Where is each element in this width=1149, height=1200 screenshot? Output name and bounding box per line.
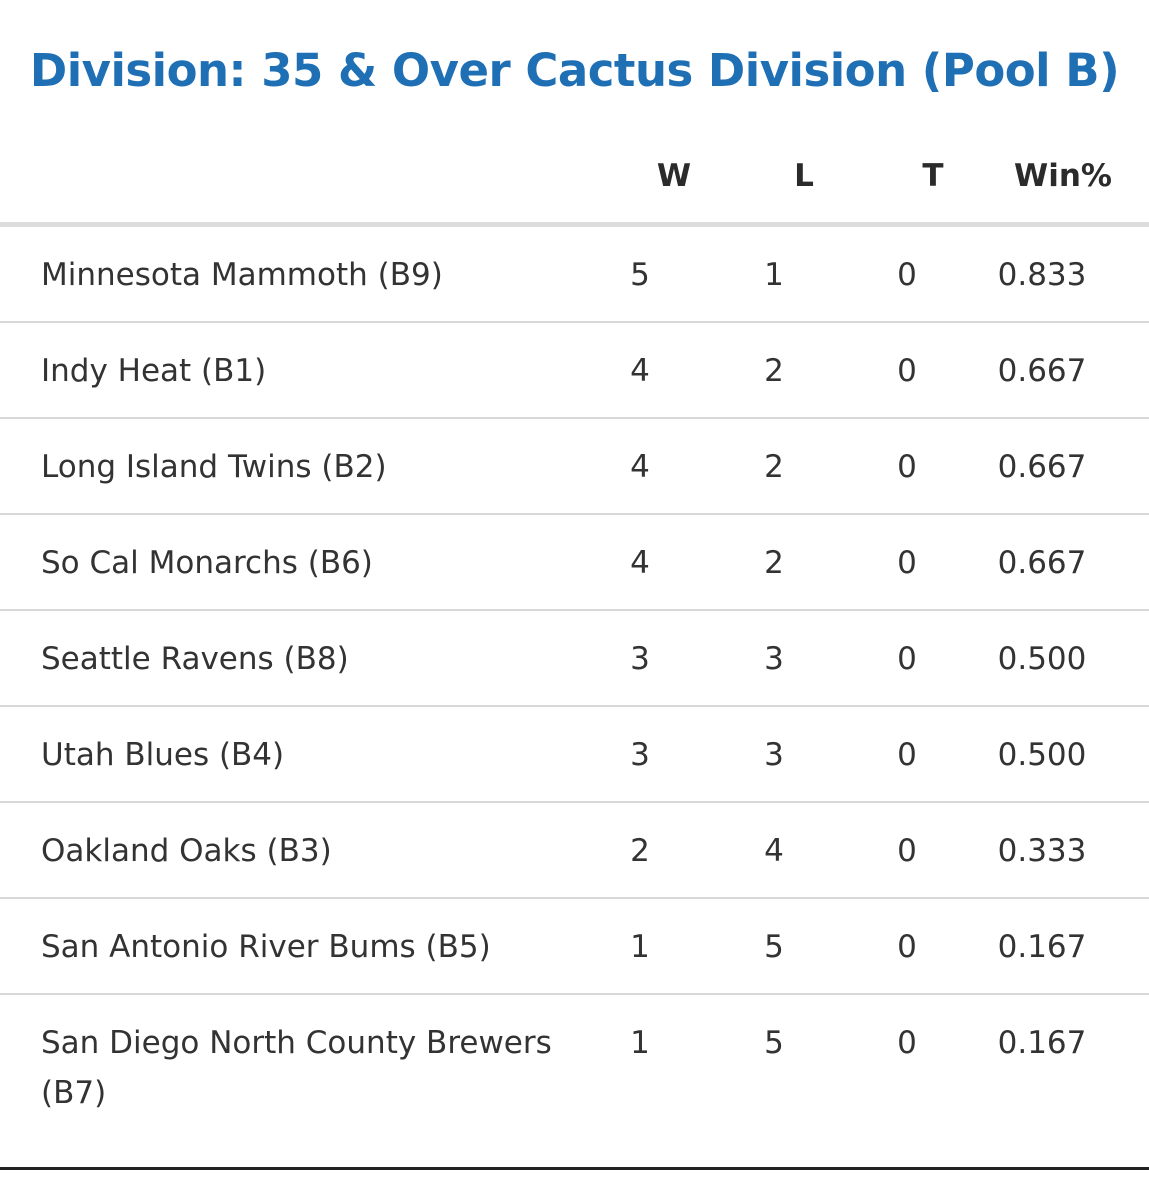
losses-value: 5 — [764, 929, 784, 965]
losses-value: 2 — [764, 353, 784, 389]
win-percentage-value: 0.667 — [997, 449, 1087, 485]
standings-table-body: Minnesota Mammoth (B9) 5 1 0 0.833 Indy … — [0, 227, 1149, 1166]
win-percentage-value: 0.167 — [997, 929, 1087, 965]
losses-value: 2 — [764, 545, 784, 581]
table-row: San Diego North County Brewers (B7) 1 5 … — [0, 995, 1149, 1166]
table-row: Minnesota Mammoth (B9) 5 1 0 0.833 — [0, 227, 1149, 323]
win-percentage-value: 0.500 — [997, 737, 1087, 773]
table-row: San Antonio River Bums (B5) 1 5 0 0.167 — [0, 899, 1149, 995]
losses-value: 5 — [764, 1025, 784, 1061]
team-name[interactable]: Seattle Ravens (B8) — [41, 641, 349, 677]
wins-value: 3 — [630, 641, 650, 677]
wins-value: 1 — [630, 1025, 650, 1061]
table-bottom-divider — [0, 1167, 1149, 1170]
win-percentage-value: 0.667 — [997, 353, 1087, 389]
table-row: Indy Heat (B1) 4 2 0 0.667 — [0, 323, 1149, 419]
column-header-win-percentage[interactable]: Win% — [1014, 158, 1112, 194]
losses-value: 2 — [764, 449, 784, 485]
table-row: Utah Blues (B4) 3 3 0 0.500 — [0, 707, 1149, 803]
wins-value: 4 — [630, 353, 650, 389]
win-percentage-value: 0.500 — [997, 641, 1087, 677]
ties-value: 0 — [897, 257, 917, 293]
win-percentage-value: 0.167 — [997, 1025, 1087, 1061]
wins-value: 4 — [630, 449, 650, 485]
team-name[interactable]: Oakland Oaks (B3) — [41, 833, 332, 869]
ties-value: 0 — [897, 353, 917, 389]
win-percentage-value: 0.667 — [997, 545, 1087, 581]
losses-value: 3 — [764, 641, 784, 677]
ties-value: 0 — [897, 545, 917, 581]
team-name[interactable]: San Antonio River Bums (B5) — [41, 929, 491, 965]
table-row: Oakland Oaks (B3) 2 4 0 0.333 — [0, 803, 1149, 899]
ties-value: 0 — [897, 1025, 917, 1061]
team-name[interactable]: San Diego North County Brewers (B7) — [41, 1025, 552, 1111]
team-name[interactable]: Long Island Twins (B2) — [41, 449, 387, 485]
team-name[interactable]: Utah Blues (B4) — [41, 737, 285, 773]
wins-value: 3 — [630, 737, 650, 773]
losses-value: 3 — [764, 737, 784, 773]
wins-value: 2 — [630, 833, 650, 869]
losses-value: 1 — [764, 257, 784, 293]
table-row: Long Island Twins (B2) 4 2 0 0.667 — [0, 419, 1149, 515]
ties-value: 0 — [897, 449, 917, 485]
wins-value: 5 — [630, 257, 650, 293]
wins-value: 4 — [630, 545, 650, 581]
ties-value: 0 — [897, 833, 917, 869]
win-percentage-value: 0.333 — [997, 833, 1087, 869]
team-name[interactable]: So Cal Monarchs (B6) — [41, 545, 373, 581]
column-header-wins[interactable]: W — [656, 158, 692, 194]
ties-value: 0 — [897, 929, 917, 965]
column-header-losses[interactable]: L — [794, 158, 814, 194]
wins-value: 1 — [630, 929, 650, 965]
table-row: Seattle Ravens (B8) 3 3 0 0.500 — [0, 611, 1149, 707]
team-name[interactable]: Indy Heat (B1) — [41, 353, 267, 389]
table-row: So Cal Monarchs (B6) 4 2 0 0.667 — [0, 515, 1149, 611]
ties-value: 0 — [897, 641, 917, 677]
team-name[interactable]: Minnesota Mammoth (B9) — [41, 257, 443, 293]
win-percentage-value: 0.833 — [997, 257, 1087, 293]
division-title: Division: 35 & Over Cactus Division (Poo… — [29, 44, 1120, 97]
standings-header-row: W L T Win% — [0, 130, 1149, 227]
ties-value: 0 — [897, 737, 917, 773]
column-header-ties[interactable]: T — [922, 158, 944, 194]
losses-value: 4 — [764, 833, 784, 869]
